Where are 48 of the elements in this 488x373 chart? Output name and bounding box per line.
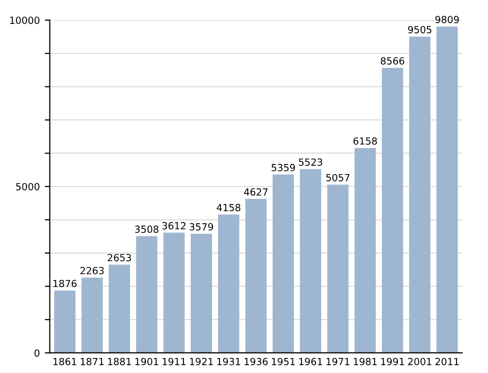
x-tick-label: 1881	[108, 358, 131, 366]
x-tick-label: 1951	[272, 358, 295, 366]
bar	[163, 232, 185, 353]
bar	[136, 236, 158, 353]
bar	[218, 214, 240, 353]
bar	[409, 36, 430, 353]
x-tick-label: 1871	[80, 358, 104, 366]
data-label: 3508	[135, 226, 158, 233]
data-label: 9809	[435, 16, 459, 24]
data-label: 1876	[53, 280, 77, 288]
x-tick-label: 2011	[435, 358, 459, 366]
bar	[300, 169, 322, 353]
data-label: 6158	[354, 137, 377, 145]
bar	[436, 26, 458, 353]
data-label: 5359	[272, 164, 295, 172]
x-tick-label: 1971	[326, 358, 350, 366]
x-tick-label: 1921	[190, 358, 213, 366]
data-label: 5523	[298, 158, 322, 166]
data-label: 2263	[80, 266, 104, 274]
y-tick-label: 0	[34, 349, 40, 357]
x-tick-label: 1981	[354, 358, 377, 366]
x-tick-label: 1901	[135, 358, 158, 366]
bar	[81, 278, 103, 353]
data-label: 3612	[162, 222, 186, 230]
data-label: 4627	[244, 188, 268, 196]
x-tick-label: 1991	[381, 358, 404, 366]
data-label: 2653	[108, 254, 132, 262]
bar	[190, 234, 212, 353]
x-tick-label: 1861	[53, 358, 76, 366]
data-label: 9505	[408, 26, 432, 34]
x-tick-label: 2001	[408, 358, 432, 366]
bar	[54, 290, 76, 353]
x-tick-label: 1911	[162, 358, 186, 366]
bar	[245, 198, 267, 353]
data-label: 5057	[326, 174, 350, 182]
bar	[354, 148, 376, 353]
y-tick-label: 5000	[16, 182, 40, 190]
y-tick-label: 10000	[10, 16, 40, 24]
bar	[272, 174, 294, 353]
bar	[108, 264, 130, 353]
data-label: 3579	[190, 223, 214, 231]
bar	[327, 184, 349, 353]
data-label: 8566	[380, 57, 404, 65]
x-tick-label: 1936	[244, 358, 268, 366]
data-label: 4158	[216, 204, 240, 212]
x-tick-label: 1931	[217, 358, 240, 366]
x-tick-label: 1961	[299, 358, 322, 366]
bar	[382, 68, 404, 353]
